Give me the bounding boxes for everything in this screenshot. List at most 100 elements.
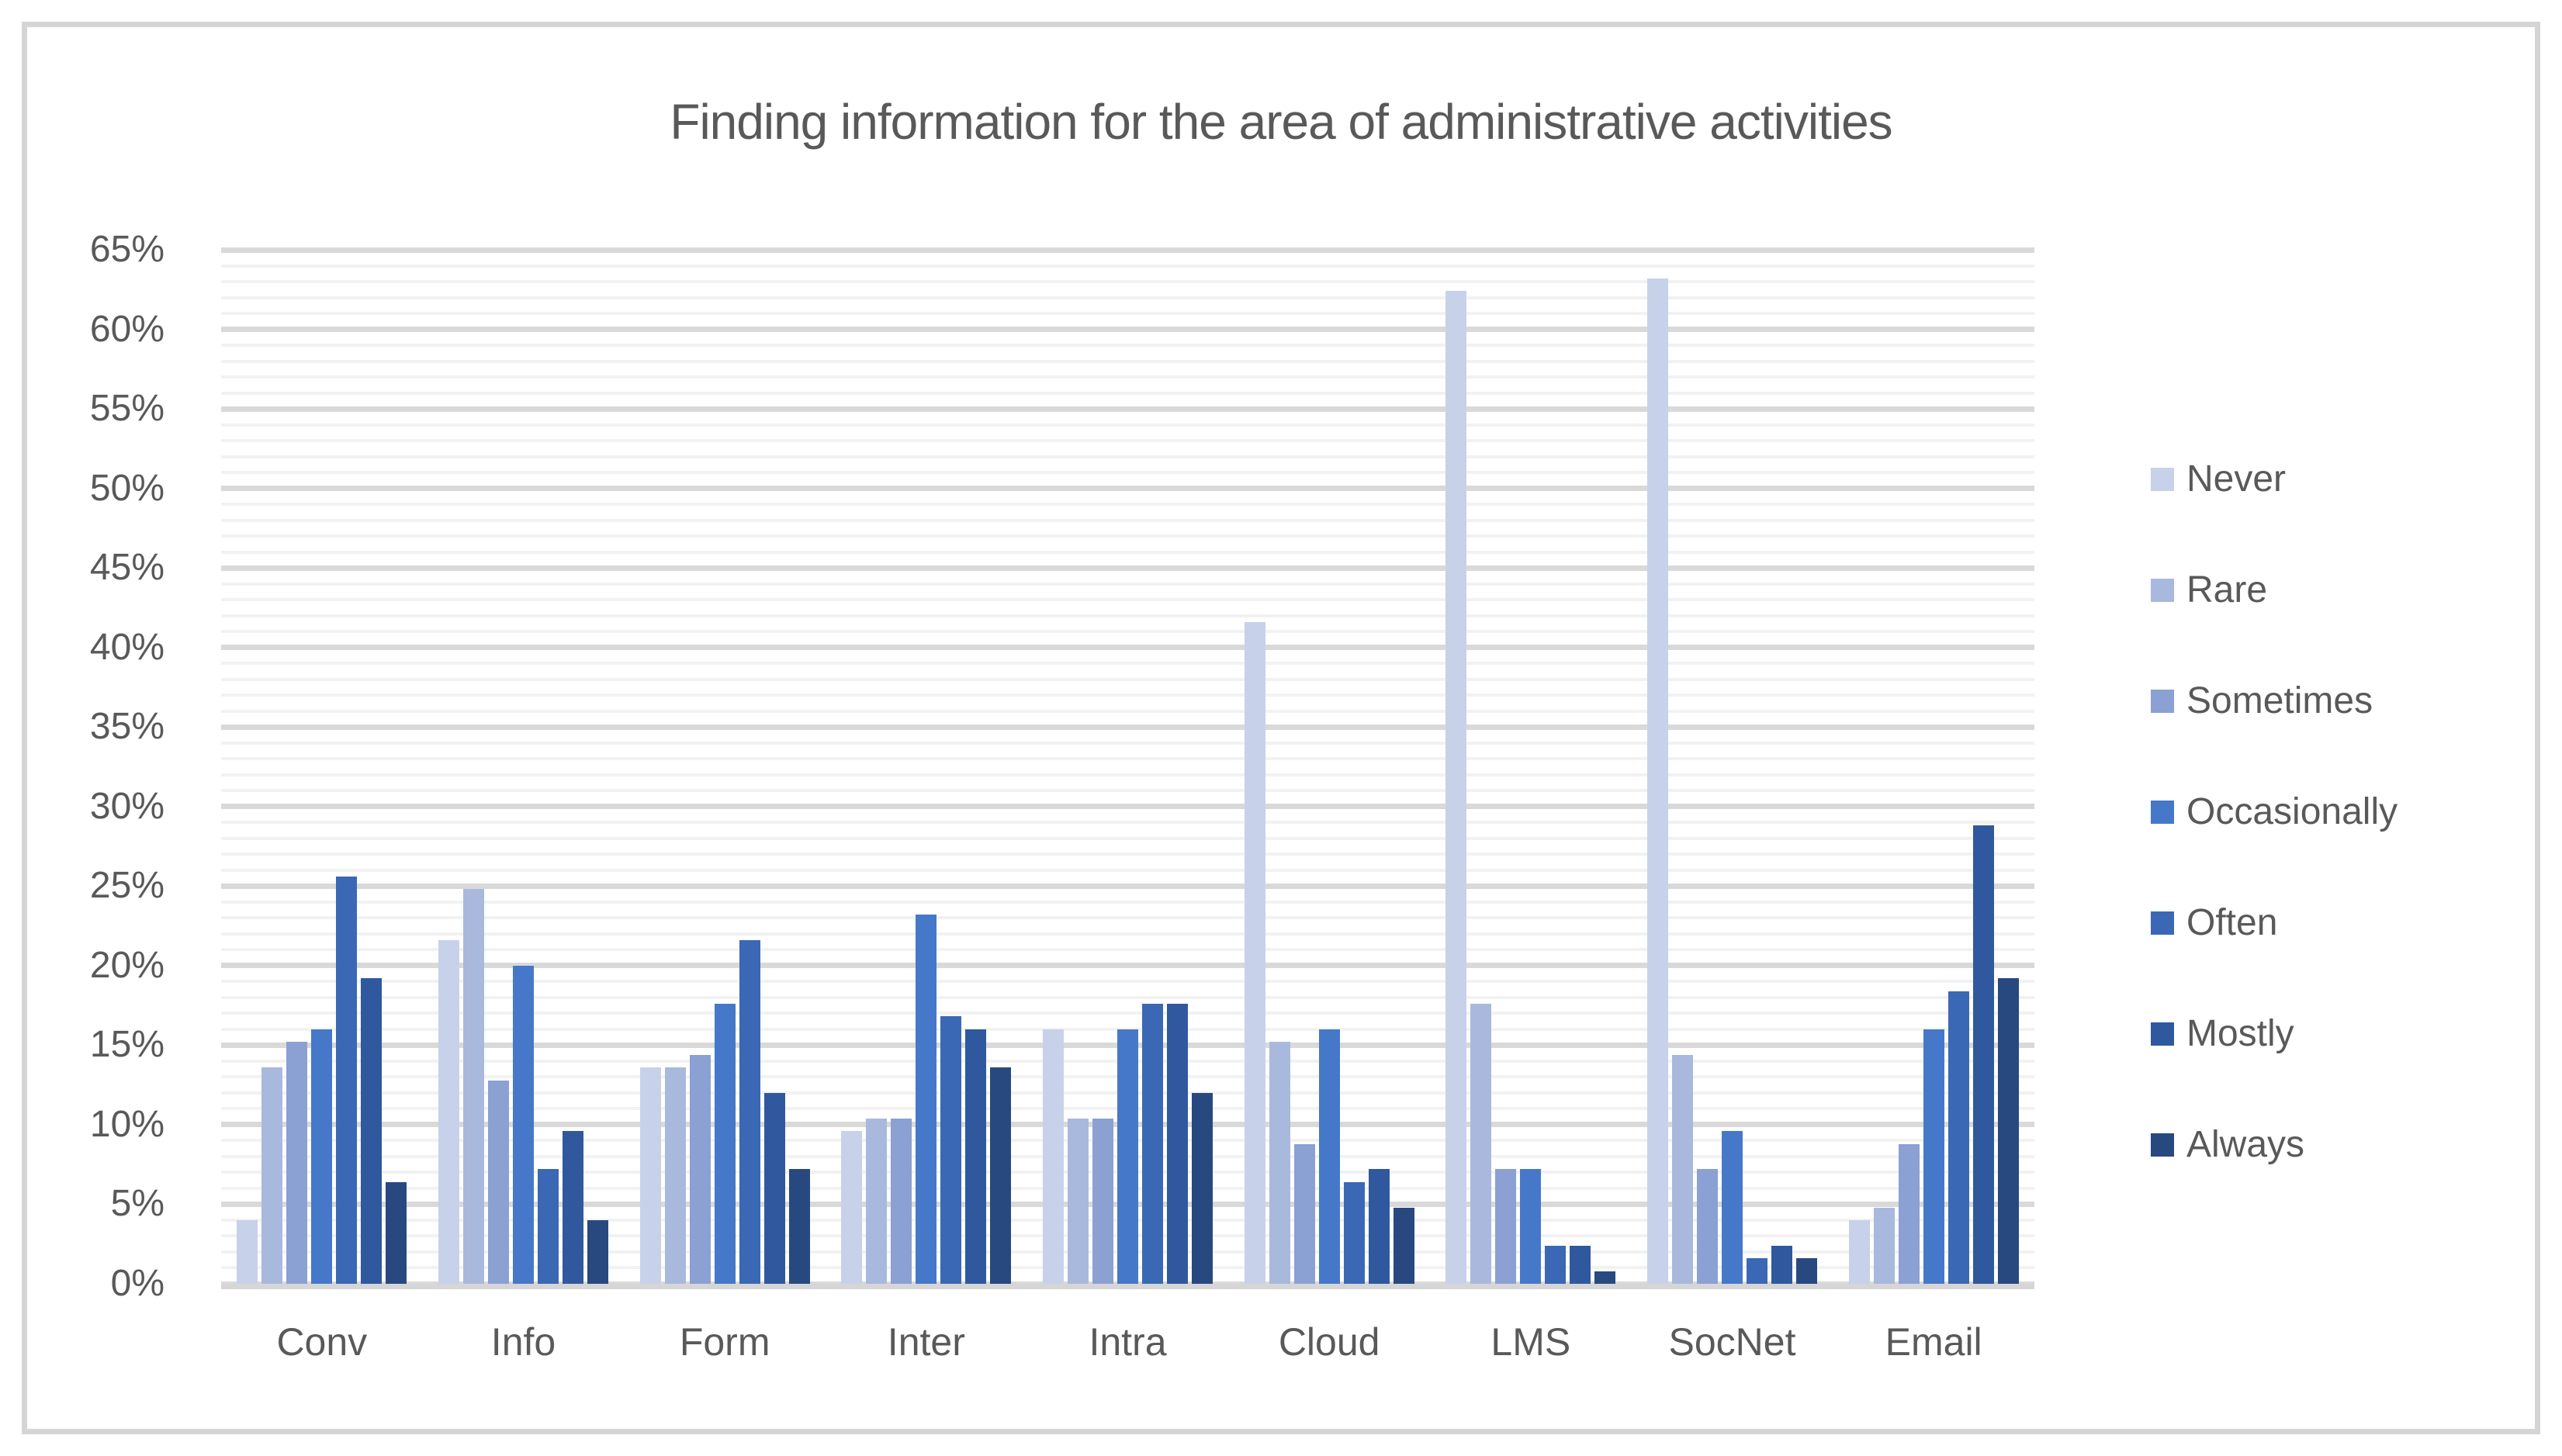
y-tick-label-15: 15%: [89, 1024, 164, 1066]
minor-gridline-28: [221, 836, 2034, 840]
bar-form-often: [739, 940, 760, 1284]
minor-gridline-59: [221, 344, 2034, 348]
minor-gridline-57: [221, 375, 2034, 379]
minor-gridline-61: [221, 312, 2034, 316]
bar-lms-mostly: [1570, 1245, 1591, 1284]
bar-inter-occasionally: [916, 915, 937, 1284]
bar-form-never: [639, 1067, 661, 1284]
legend-item-always: Always: [2151, 1123, 2304, 1167]
x-category-label-email: Email: [1885, 1320, 1982, 1364]
minor-gridline-62: [221, 296, 2034, 299]
bar-form-occasionally: [714, 1004, 736, 1284]
bar-cloud-mostly: [1368, 1169, 1390, 1284]
bar-socnet-mostly: [1771, 1245, 1792, 1284]
legend-item-sometimes: Sometimes: [2151, 680, 2373, 723]
legend-item-mostly: Mostly: [2151, 1012, 2294, 1056]
bar-conv-occasionally: [311, 1029, 333, 1284]
bar-intra-always: [1192, 1092, 1213, 1284]
bar-email-mostly: [1972, 825, 1994, 1284]
bar-inter-often: [940, 1016, 962, 1284]
bar-socnet-often: [1747, 1258, 1767, 1284]
minor-gridline-49: [221, 503, 2034, 507]
legend-swatch-icon: [2151, 579, 2174, 602]
bar-email-always: [1997, 978, 2019, 1284]
bar-socnet-always: [1796, 1258, 1817, 1284]
bar-cloud-always: [1393, 1207, 1414, 1284]
minor-gridline-34: [221, 741, 2034, 745]
y-tick-label-45: 45%: [89, 547, 164, 589]
bar-lms-often: [1545, 1245, 1567, 1284]
bar-cloud-rare: [1269, 1042, 1290, 1284]
bar-cloud-sometimes: [1293, 1143, 1315, 1284]
bar-intra-sometimes: [1092, 1118, 1113, 1284]
major-gridline-20: [221, 963, 2034, 969]
minor-gridline-63: [221, 280, 2034, 283]
minor-gridline-48: [221, 518, 2034, 522]
x-category-label-cloud: Cloud: [1278, 1320, 1380, 1364]
bar-conv-mostly: [361, 978, 383, 1284]
bar-info-sometimes: [488, 1080, 509, 1284]
bar-conv-often: [336, 877, 358, 1284]
minor-gridline-23: [221, 916, 2034, 920]
y-tick-label-35: 35%: [89, 706, 164, 748]
bar-form-rare: [664, 1067, 686, 1284]
bar-socnet-sometimes: [1697, 1169, 1718, 1284]
minor-gridline-29: [221, 821, 2034, 825]
bar-socnet-rare: [1672, 1054, 1693, 1284]
minor-gridline-39: [221, 662, 2034, 666]
y-tick-label-10: 10%: [89, 1103, 164, 1145]
bar-socnet-occasionally: [1722, 1131, 1743, 1284]
legend-swatch-icon: [2151, 690, 2174, 713]
minor-gridline-31: [221, 789, 2034, 793]
major-gridline-30: [221, 804, 2034, 810]
minor-gridline-47: [221, 534, 2034, 538]
major-gridline-55: [221, 406, 2034, 412]
bar-lms-rare: [1470, 1004, 1492, 1284]
minor-gridline-18: [221, 995, 2034, 999]
bar-info-mostly: [563, 1131, 583, 1284]
bar-conv-never: [237, 1219, 258, 1284]
bar-socnet-never: [1647, 278, 1668, 1284]
minor-gridline-41: [221, 630, 2034, 634]
major-gridline-65: [221, 247, 2034, 253]
legend-swatch-icon: [2151, 911, 2174, 935]
minor-gridline-46: [221, 550, 2034, 554]
bar-intra-never: [1043, 1029, 1064, 1284]
bar-inter-always: [990, 1067, 1012, 1284]
minor-gridline-24: [221, 900, 2034, 904]
y-tick-label-55: 55%: [89, 388, 164, 430]
legend-swatch-icon: [2151, 468, 2174, 491]
major-gridline-45: [221, 565, 2034, 571]
minor-gridline-54: [221, 423, 2034, 427]
legend-swatch-icon: [2151, 1133, 2174, 1157]
major-gridline-25: [221, 883, 2034, 889]
major-gridline-60: [221, 327, 2034, 333]
minor-gridline-36: [221, 709, 2034, 713]
legend-label: Occasionally: [2186, 791, 2398, 832]
minor-gridline-37: [221, 693, 2034, 697]
minor-gridline-26: [221, 868, 2034, 872]
bar-lms-never: [1445, 291, 1467, 1284]
legend-label: Rare: [2186, 569, 2268, 610]
minor-gridline-42: [221, 614, 2034, 617]
bar-email-often: [1947, 991, 1969, 1284]
x-category-label-info: Info: [490, 1320, 556, 1364]
legend-item-occasionally: Occasionally: [2151, 790, 2398, 834]
minor-gridline-44: [221, 582, 2034, 586]
y-tick-label-65: 65%: [89, 229, 164, 270]
bar-intra-often: [1142, 1004, 1163, 1284]
x-category-label-form: Form: [679, 1320, 770, 1364]
minor-gridline-22: [221, 932, 2034, 936]
legend-item-often: Often: [2151, 901, 2277, 945]
x-category-label-conv: Conv: [276, 1320, 368, 1364]
legend-label: Always: [2186, 1124, 2305, 1165]
bar-conv-always: [386, 1181, 407, 1284]
legend-item-never: Never: [2151, 458, 2286, 501]
bar-form-mostly: [763, 1092, 785, 1284]
bar-email-occasionally: [1923, 1029, 1944, 1284]
minor-gridline-51: [221, 471, 2034, 475]
minor-gridline-32: [221, 773, 2034, 776]
chart-title: Finding information for the area of admi…: [670, 94, 1892, 150]
bar-info-occasionally: [513, 965, 534, 1284]
